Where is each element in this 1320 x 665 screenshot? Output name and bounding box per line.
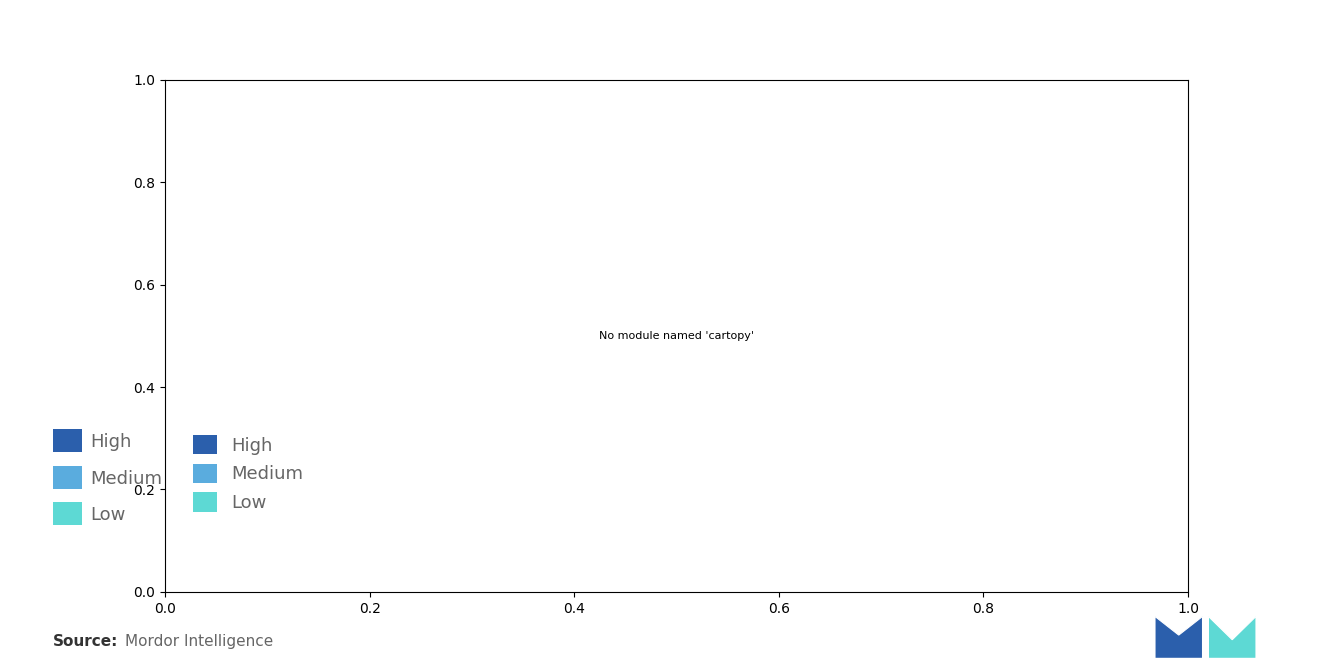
Polygon shape bbox=[1155, 616, 1203, 658]
Text: High: High bbox=[90, 433, 131, 452]
Text: Medium: Medium bbox=[90, 469, 162, 488]
Text: Mordor Intelligence: Mordor Intelligence bbox=[125, 634, 273, 650]
Text: Low: Low bbox=[90, 506, 125, 525]
Text: Source:: Source: bbox=[53, 634, 119, 650]
Text: No module named 'cartopy': No module named 'cartopy' bbox=[599, 331, 754, 341]
Legend: High, Medium, Low: High, Medium, Low bbox=[185, 426, 313, 521]
Polygon shape bbox=[1209, 616, 1257, 658]
